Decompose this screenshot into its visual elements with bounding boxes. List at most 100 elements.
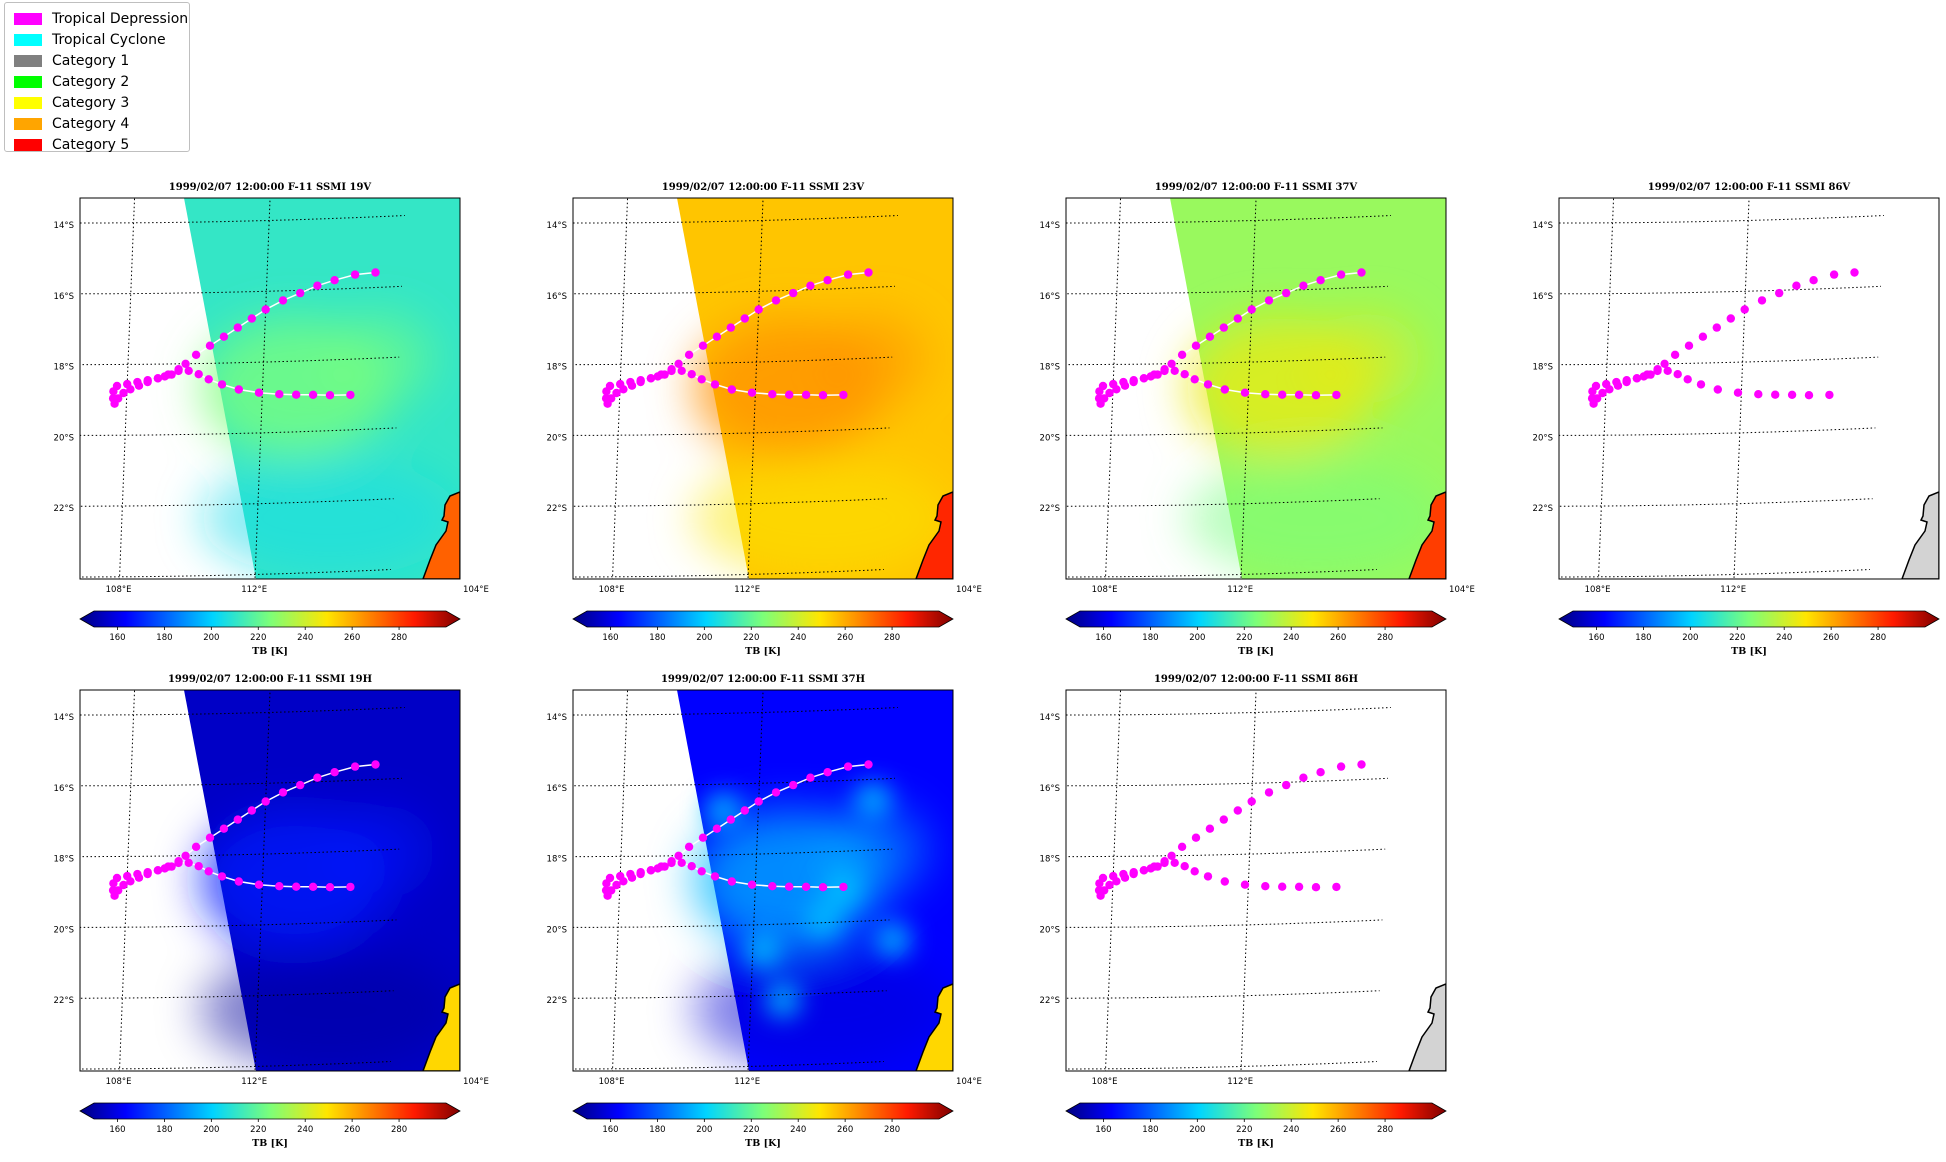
colorbar-tick-label: 160	[602, 1125, 618, 1135]
meridian-line	[747, 198, 764, 579]
parallel-line	[1066, 569, 1377, 578]
parallel-line	[1559, 285, 1882, 295]
track-point	[292, 882, 301, 891]
track-point	[653, 372, 662, 381]
parallel-line	[1066, 777, 1389, 787]
track-point	[296, 780, 305, 790]
track-point	[119, 880, 128, 890]
track-point	[646, 374, 656, 383]
track-point	[697, 867, 706, 876]
swath-data	[677, 198, 953, 579]
track-point	[1696, 380, 1706, 389]
track-point	[1809, 276, 1818, 285]
track-point	[667, 858, 676, 868]
track-point	[261, 797, 270, 806]
track-point	[1220, 877, 1229, 886]
track-point	[684, 350, 694, 359]
colorbar-bar	[79, 610, 461, 628]
track-point	[313, 281, 322, 290]
lat-tick-label: 16°S	[54, 292, 74, 302]
colorbar-bar	[572, 1102, 954, 1120]
parallel-line	[1066, 427, 1383, 436]
land-tb	[916, 492, 953, 579]
track-point	[371, 760, 380, 769]
tb-anomalies	[693, 313, 953, 578]
track-point	[1180, 862, 1189, 871]
coastline	[422, 983, 460, 1071]
track-point	[346, 882, 355, 892]
track-points	[601, 268, 873, 408]
lon-tick-label: 112°E	[241, 585, 267, 595]
colorbar-bar	[79, 1102, 461, 1120]
lat-tick-label: 22°S	[1533, 504, 1553, 514]
colorbar: 160 180 200 220 240 260 280 TB [K]	[572, 1102, 954, 1149]
track-point	[687, 862, 696, 871]
colorbar-tick-label: 260	[837, 1125, 853, 1135]
track-point	[204, 375, 213, 384]
track-point	[839, 882, 848, 892]
track-point	[1177, 842, 1187, 851]
track-point	[181, 359, 190, 368]
legend-swatch	[14, 139, 42, 151]
track-point	[726, 323, 735, 332]
tb-south	[1186, 458, 1446, 578]
track-point	[292, 390, 301, 399]
track-point	[160, 864, 169, 873]
lon-tick-label: 108°E	[1585, 585, 1611, 595]
track-point	[1177, 350, 1187, 359]
track-point	[601, 886, 611, 895]
track-point	[1357, 268, 1366, 277]
colorbar-tick-label: 260	[344, 1125, 360, 1135]
track-point	[1167, 851, 1176, 860]
track-point	[205, 833, 215, 842]
map-background	[1066, 690, 1446, 1071]
track-point	[843, 762, 853, 771]
track-point	[1740, 305, 1749, 314]
track-point	[684, 842, 694, 851]
track-points	[1094, 760, 1366, 900]
lon-tick-label: 108°E	[106, 1077, 132, 1087]
map-frame	[572, 197, 954, 580]
map-panel-23v: 1999/02/07 12:00:00 F-11 SSMI 23V 14°S 16°…	[463, 182, 954, 657]
track-point	[261, 305, 270, 314]
tb-cells	[705, 782, 911, 1018]
legend-swatch	[14, 97, 42, 109]
track-point	[1105, 880, 1114, 890]
colorbar-label: TB [K]	[745, 1138, 781, 1149]
meridian-line	[477, 689, 492, 1078]
track-point	[1139, 866, 1149, 875]
lat-tick-label: 20°S	[1040, 433, 1060, 443]
legend-item: Category 4	[14, 114, 129, 134]
lat-tick-label: 22°S	[1040, 996, 1060, 1006]
parallel-line	[1559, 356, 1879, 366]
graticule	[573, 198, 898, 579]
lat-tick-label: 16°S	[547, 784, 567, 794]
lat-tick-label: 22°S	[547, 996, 567, 1006]
lat-tick-label: 22°S	[54, 996, 74, 1006]
swath-data	[184, 690, 460, 1071]
track-point	[806, 281, 815, 290]
colorbar-tick-label: 160	[602, 633, 618, 643]
track-point	[768, 882, 777, 891]
map-panel-86h: 1999/02/07 12:00:00 F-11 SSMI 86H 14°S 16°…	[956, 674, 1447, 1149]
track-point	[371, 268, 380, 277]
track-points	[601, 760, 873, 900]
tb-cell	[855, 782, 891, 818]
map-area	[573, 198, 953, 579]
track-point	[278, 296, 288, 305]
track-point	[1336, 762, 1346, 771]
parallel-line	[80, 1061, 391, 1070]
meridian-line	[254, 690, 271, 1071]
legend-item: Tropical Cyclone	[14, 30, 166, 50]
track-point	[1247, 305, 1256, 314]
tb-south	[200, 458, 460, 578]
track-point	[1804, 391, 1814, 400]
tb-core-outer	[325, 805, 435, 895]
track-point	[1220, 385, 1229, 394]
tb-anomalies	[1186, 313, 1446, 578]
track-point	[1713, 385, 1722, 394]
track-point	[864, 760, 873, 769]
lat-tick-label: 20°S	[1533, 433, 1553, 443]
track-point	[325, 391, 335, 400]
track-point	[1757, 296, 1767, 305]
